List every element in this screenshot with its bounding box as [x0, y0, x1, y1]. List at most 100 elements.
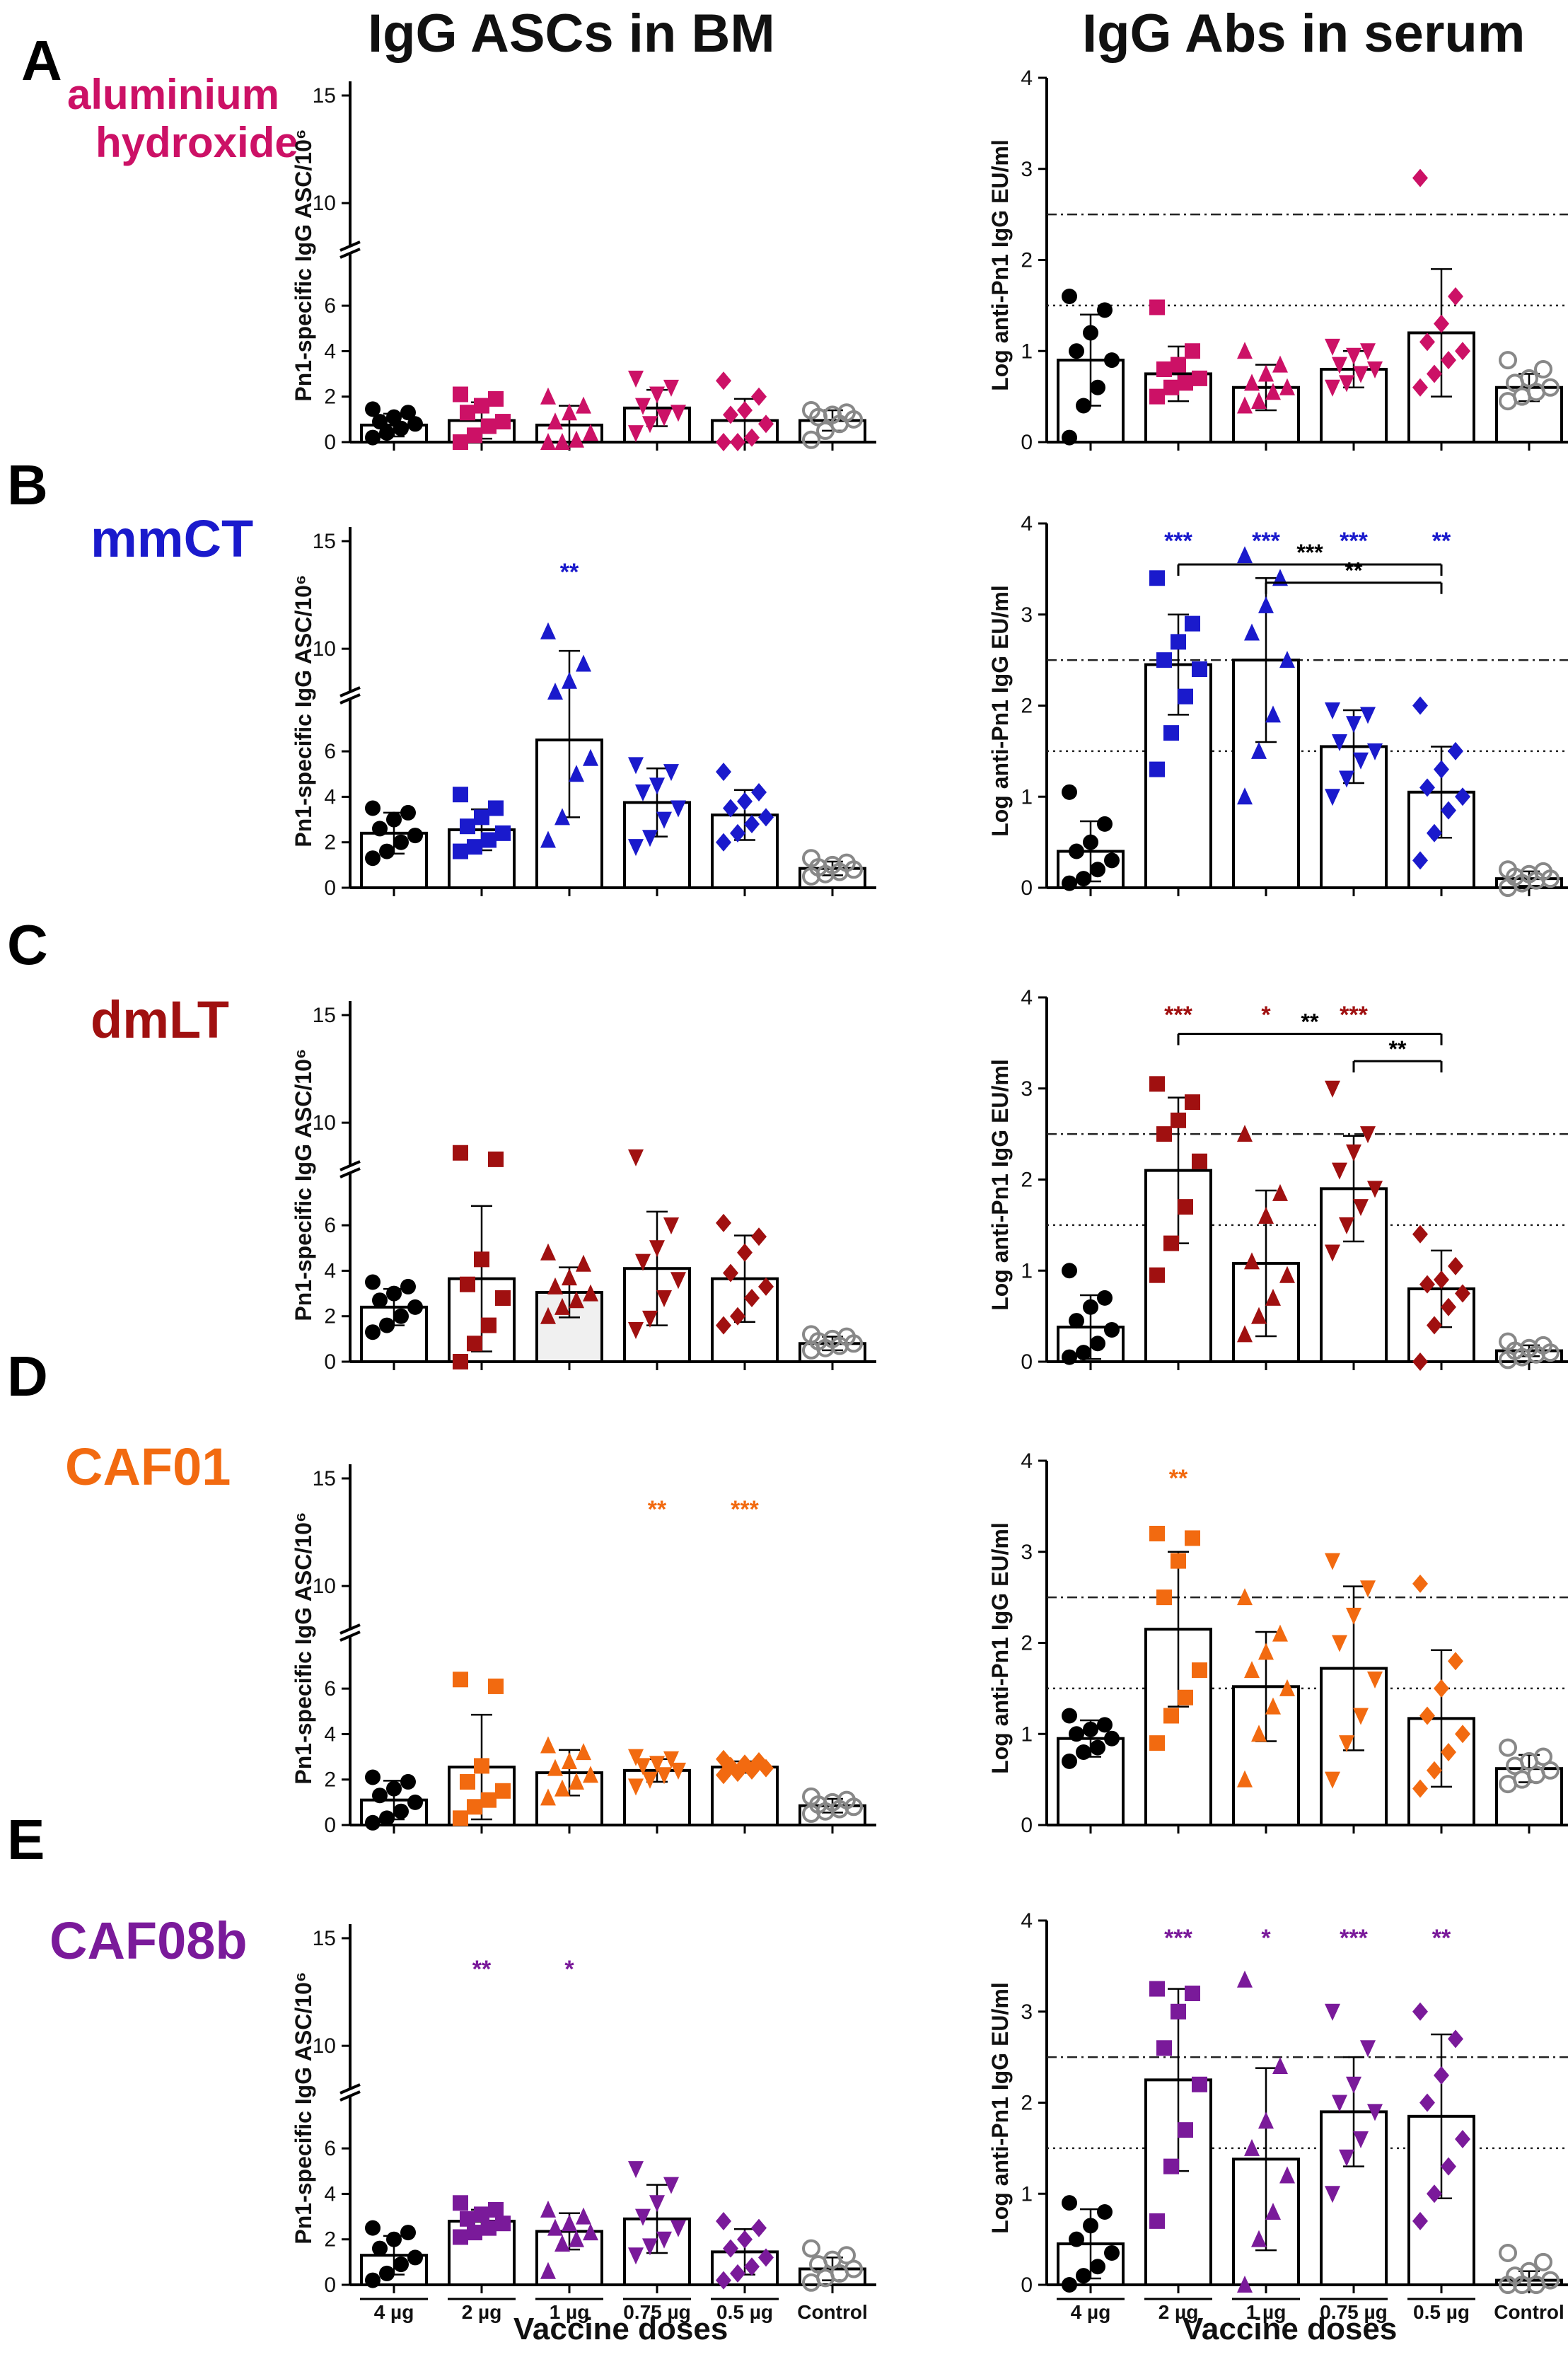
triangle-down-data-point	[670, 2220, 686, 2237]
square-data-point	[1163, 1708, 1179, 1724]
y-tick-label: 2	[324, 2228, 336, 2252]
triangle-data-point	[554, 2235, 570, 2252]
triangle-data-point	[547, 412, 563, 430]
triangle-down-data-point	[1332, 1162, 1347, 1180]
triangle-data-point	[1265, 1697, 1281, 1715]
circle-data-point	[365, 1274, 381, 1290]
triangle-down-data-point	[628, 2247, 644, 2265]
axis-break-mark	[339, 1623, 361, 1635]
triangle-down-data-point	[1339, 1217, 1354, 1234]
diamond-data-point	[1434, 1270, 1449, 1290]
y-axis-label: Pn1-specific IgG ASC/10⁶	[291, 574, 316, 847]
diamond-data-point	[737, 2230, 753, 2249]
hollow-circle-data-point	[837, 853, 856, 872]
adjuvant-caf01: CAF01	[65, 1437, 231, 1496]
diamond-data-point	[737, 1243, 753, 1262]
diamond-data-point	[1434, 314, 1449, 333]
circle-data-point	[365, 401, 381, 417]
triangle-down-data-point	[1360, 707, 1376, 724]
circle-data-point	[386, 1780, 402, 1797]
diamond-data-point	[1441, 351, 1456, 370]
hollow-circle-data-point	[1541, 1761, 1560, 1780]
hollow-circle-data-point	[1534, 2252, 1552, 2271]
triangle-data-point	[554, 1297, 570, 1315]
square-data-point	[1156, 361, 1172, 377]
circle-data-point	[393, 1803, 409, 1819]
diamond-data-point	[730, 433, 745, 451]
hollow-circle-data-point	[1499, 2243, 1517, 2262]
triangle-data-point	[540, 1788, 556, 1806]
y-axis-label: Log anti-Pn1 IgG EU/ml	[987, 1982, 1013, 2234]
significance-stars: ***	[1340, 1002, 1368, 1029]
panel-label-c: C	[7, 913, 48, 976]
hollow-circle-data-point	[837, 403, 856, 422]
diamond-data-point	[737, 1754, 753, 1773]
adjuvant-aluminium-hydroxide: aluminium hydroxide	[67, 71, 298, 167]
triangle-down-data-point	[663, 764, 679, 782]
circle-data-point	[1104, 852, 1120, 869]
y-tick-label: 4	[324, 785, 336, 809]
circle-data-point	[386, 2231, 402, 2247]
diamond-data-point	[1448, 1256, 1463, 1275]
diamond-data-point	[1448, 2029, 1463, 2049]
square-data-point	[1192, 370, 1207, 386]
axis-break-mark	[339, 1160, 361, 1171]
square-data-point	[1149, 1735, 1165, 1751]
circle-data-point	[1090, 1336, 1105, 1352]
square-data-point	[1149, 761, 1165, 777]
square-data-point	[488, 2201, 504, 2218]
significance-stars: *	[1261, 1002, 1271, 1029]
significance-stars: ***	[731, 1496, 759, 1523]
diamond-data-point	[1441, 1743, 1456, 1761]
triangle-down-data-point	[649, 2195, 665, 2213]
diamond-data-point	[758, 808, 774, 827]
diamond-data-point	[744, 428, 760, 447]
significance-stars: **	[648, 1496, 667, 1523]
circle-data-point	[393, 834, 409, 850]
square-data-point	[460, 2211, 475, 2227]
triangle-down-data-point	[642, 416, 658, 434]
triangle-down-data-point	[628, 1149, 644, 1166]
circle-data-point	[1062, 1708, 1077, 1724]
hollow-circle-data-point	[1499, 860, 1517, 879]
triangle-down-data-point	[656, 1767, 672, 1785]
circle-data-point	[1062, 1753, 1077, 1769]
y-tick-label: 2	[324, 386, 336, 409]
hollow-circle-data-point	[1520, 369, 1538, 388]
triangle-down-data-point	[1346, 1144, 1361, 1162]
hollow-circle-data-point	[837, 2246, 856, 2265]
triangle-data-point	[1251, 392, 1267, 410]
square-data-point	[1192, 1153, 1207, 1169]
y-tick-label: 0	[1021, 2274, 1033, 2297]
diamond-data-point	[1412, 378, 1428, 397]
triangle-down-data-point	[1332, 357, 1347, 374]
significance-stars: ***	[1164, 1002, 1192, 1029]
hollow-circle-data-point	[1541, 378, 1560, 397]
triangle-data-point	[576, 1743, 591, 1761]
square-data-point	[1192, 2076, 1207, 2092]
y-tick-label: 4	[324, 1259, 336, 1282]
triangle-data-point	[1251, 2230, 1267, 2247]
bar	[1144, 1628, 1212, 1826]
square-data-point	[488, 800, 504, 816]
diamond-data-point	[716, 1316, 731, 1335]
square-data-point	[460, 818, 475, 835]
triangle-down-data-point	[1325, 1553, 1340, 1570]
y-tick-label: 2	[1021, 249, 1033, 272]
square-data-point	[467, 427, 482, 444]
triangle-data-point	[1237, 1325, 1253, 1343]
triangle-down-data-point	[628, 371, 644, 388]
y-tick-label: 0	[1021, 876, 1033, 900]
diamond-data-point	[751, 387, 767, 406]
hollow-circle-data-point	[837, 1327, 856, 1346]
diamond-data-point	[758, 415, 774, 434]
circle-data-point	[1076, 871, 1091, 887]
triangle-down-data-point	[628, 839, 644, 857]
triangle-data-point	[554, 1779, 570, 1797]
circle-data-point	[1097, 302, 1113, 318]
diamond-data-point	[1434, 1679, 1449, 1698]
triangle-down-data-point	[649, 777, 665, 795]
circle-data-point	[372, 2240, 388, 2257]
triangle-data-point	[540, 1307, 556, 1324]
diamond-data-point	[1455, 1284, 1470, 1303]
